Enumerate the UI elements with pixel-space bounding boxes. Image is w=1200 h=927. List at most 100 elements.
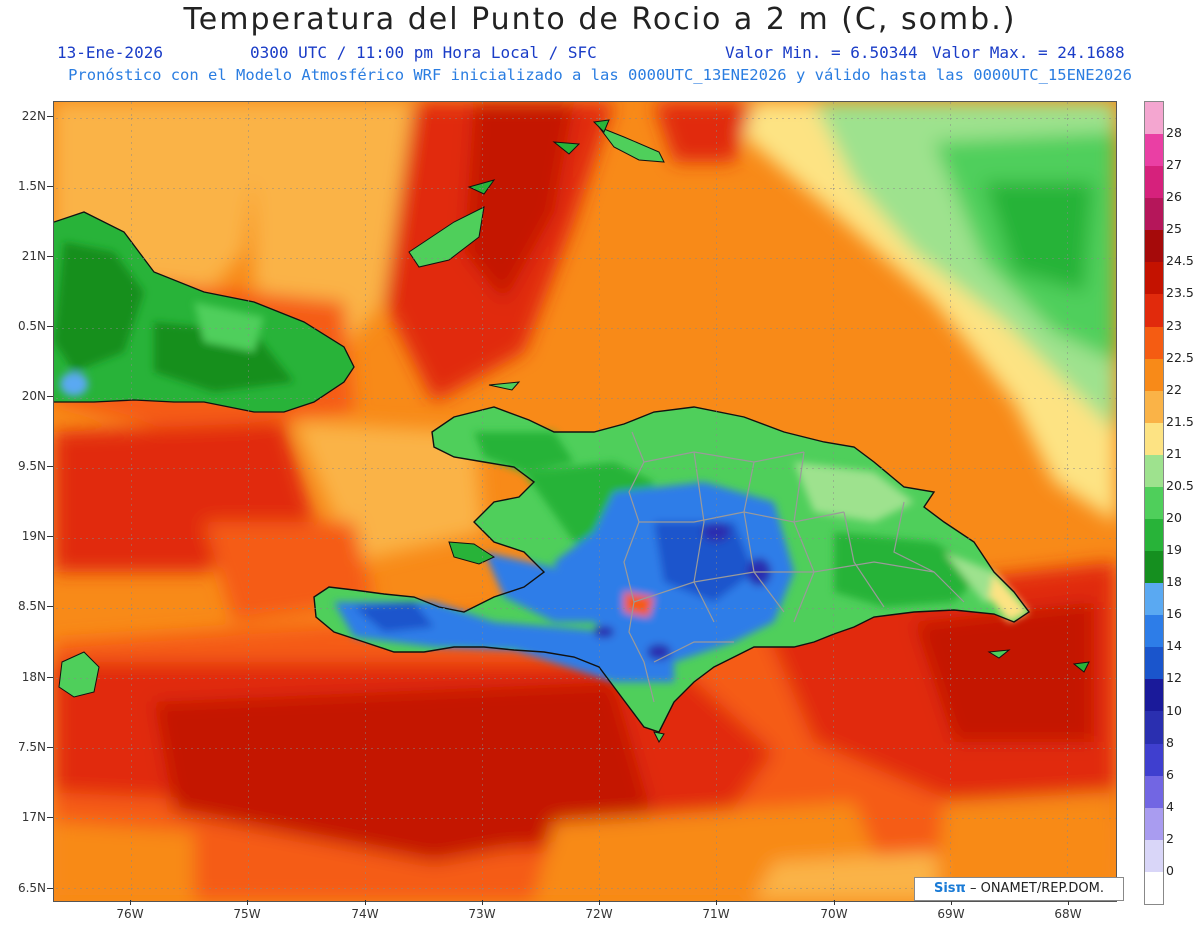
- map-canvas: [54, 102, 1116, 901]
- colorbar-label: 24.5: [1166, 253, 1194, 269]
- lon-tick: [365, 900, 366, 905]
- colorbar-label: 0: [1166, 862, 1174, 878]
- colorbar-label: 12: [1166, 670, 1182, 686]
- lon-tick: [247, 900, 248, 905]
- colorbar-label: 20: [1166, 510, 1182, 526]
- colorbar-label: 27: [1166, 157, 1182, 173]
- credit-org: – ONAMET/REP.DOM.: [969, 881, 1104, 896]
- forecast-date: 13-Ene-2026: [57, 43, 163, 62]
- lat-label: 8.5N: [17, 599, 46, 613]
- colorbar-swatch: [1145, 711, 1163, 744]
- colorbar-swatch: [1145, 390, 1163, 423]
- lon-label: 76W: [116, 907, 144, 921]
- lat-tick: [47, 186, 53, 187]
- colorbar-swatch: [1145, 262, 1163, 295]
- colorbar-swatch: [1145, 326, 1163, 359]
- lon-tick: [482, 900, 483, 905]
- colorbar-label: 23: [1166, 317, 1182, 333]
- lon-label: 75W: [233, 907, 261, 921]
- subtitle-line: 13-Ene-2026 0300 UTC / 11:00 pm Hora Loc…: [0, 43, 1200, 65]
- lon-label: 70W: [820, 907, 848, 921]
- forecast-time: 0300 UTC / 11:00 pm Hora Local / SFC: [250, 43, 597, 62]
- colorbar-label: 4: [1166, 798, 1174, 814]
- colorbar-swatch: [1145, 775, 1163, 808]
- colorbar-swatch: [1145, 454, 1163, 487]
- lat-tick: [47, 466, 53, 467]
- lat-tick: [47, 747, 53, 748]
- colorbar-swatch: [1145, 358, 1163, 391]
- colorbar-swatch: [1145, 102, 1163, 135]
- colorbar-label: 18: [1166, 574, 1182, 590]
- colorbar-label: 21.5: [1166, 413, 1194, 429]
- colorbar-swatch: [1145, 839, 1163, 872]
- colorbar-swatch: [1145, 615, 1163, 648]
- lat-tick: [47, 606, 53, 607]
- map-title: Temperatura del Punto de Rocio a 2 m (C,…: [183, 2, 1017, 37]
- lon-label: 74W: [351, 907, 379, 921]
- colorbar-swatch: [1145, 807, 1163, 840]
- colorbar-label: 19: [1166, 542, 1182, 558]
- lat-lon-grid: [54, 102, 1116, 901]
- lat-tick: [47, 888, 53, 889]
- colorbar-label: 16: [1166, 606, 1182, 622]
- lat-tick: [47, 536, 53, 537]
- lat-label: 18N: [21, 670, 46, 684]
- lat-tick: [47, 677, 53, 678]
- lon-label: 72W: [585, 907, 613, 921]
- lat-label: 19N: [21, 529, 46, 543]
- colorbar-label: 2: [1166, 830, 1174, 846]
- colorbar-swatch: [1145, 551, 1163, 584]
- colorbar-swatch: [1145, 486, 1163, 520]
- colorbar-swatch: [1145, 743, 1163, 776]
- colorbar-swatch: [1145, 230, 1163, 263]
- colorbar-label: 14: [1166, 638, 1182, 654]
- lat-label: 20N: [21, 389, 46, 403]
- colorbar-swatch: [1145, 198, 1163, 231]
- lon-tick: [599, 900, 600, 905]
- lon-tick: [951, 900, 952, 905]
- credit-box: Sisπ – ONAMET/REP.DOM.: [914, 877, 1124, 901]
- colorbar-swatch: [1145, 134, 1163, 167]
- min-value: Valor Min. = 6.50344: [725, 43, 918, 62]
- lat-label: 22N: [21, 109, 46, 123]
- sispi-logo: Sisπ: [933, 881, 966, 896]
- colorbar-label: 26: [1166, 189, 1182, 205]
- lat-tick: [47, 116, 53, 117]
- lon-label: 73W: [468, 907, 496, 921]
- colorbar-swatch: [1145, 166, 1163, 199]
- lon-label: 69W: [937, 907, 965, 921]
- colorbar-label: 10: [1166, 702, 1182, 718]
- colorbar-swatch: [1145, 294, 1163, 327]
- lat-label: 6.5N: [17, 881, 46, 895]
- lon-tick: [1068, 900, 1069, 905]
- lon-label: 68W: [1054, 907, 1082, 921]
- lon-label: 71W: [702, 907, 730, 921]
- lat-label: 0.5N: [17, 319, 46, 333]
- colorbar-label: 25: [1166, 221, 1182, 237]
- colorbar-label: 22.5: [1166, 349, 1194, 365]
- lon-tick: [834, 900, 835, 905]
- max-value: Valor Max. = 24.1688: [932, 43, 1125, 62]
- colorbar-label: 28: [1166, 125, 1182, 141]
- colorbar-swatch: [1145, 647, 1163, 680]
- lat-label: 7.5N: [17, 740, 46, 754]
- colorbar-swatch: [1145, 422, 1163, 455]
- colorbar-label: 6: [1166, 766, 1174, 782]
- colorbar-label: 23.5: [1166, 285, 1194, 301]
- colorbar-swatch: [1145, 519, 1163, 552]
- model-info: Pronóstico con el Modelo Atmosférico WRF…: [68, 66, 1132, 84]
- lat-tick: [47, 396, 53, 397]
- colorbar-label: 22: [1166, 381, 1182, 397]
- colorbar: [1144, 101, 1164, 905]
- lon-tick: [130, 900, 131, 905]
- lat-label: 21N: [21, 249, 46, 263]
- colorbar-label: 20.5: [1166, 477, 1194, 493]
- lat-tick: [47, 326, 53, 327]
- colorbar-swatch: [1145, 679, 1163, 712]
- lat-label: 17N: [21, 810, 46, 824]
- lat-label: 9.5N: [17, 459, 46, 473]
- lat-label: 1.5N: [17, 179, 46, 193]
- colorbar-swatch: [1145, 871, 1163, 904]
- dewpoint-map[interactable]: [53, 101, 1117, 902]
- colorbar-label: 8: [1166, 734, 1174, 750]
